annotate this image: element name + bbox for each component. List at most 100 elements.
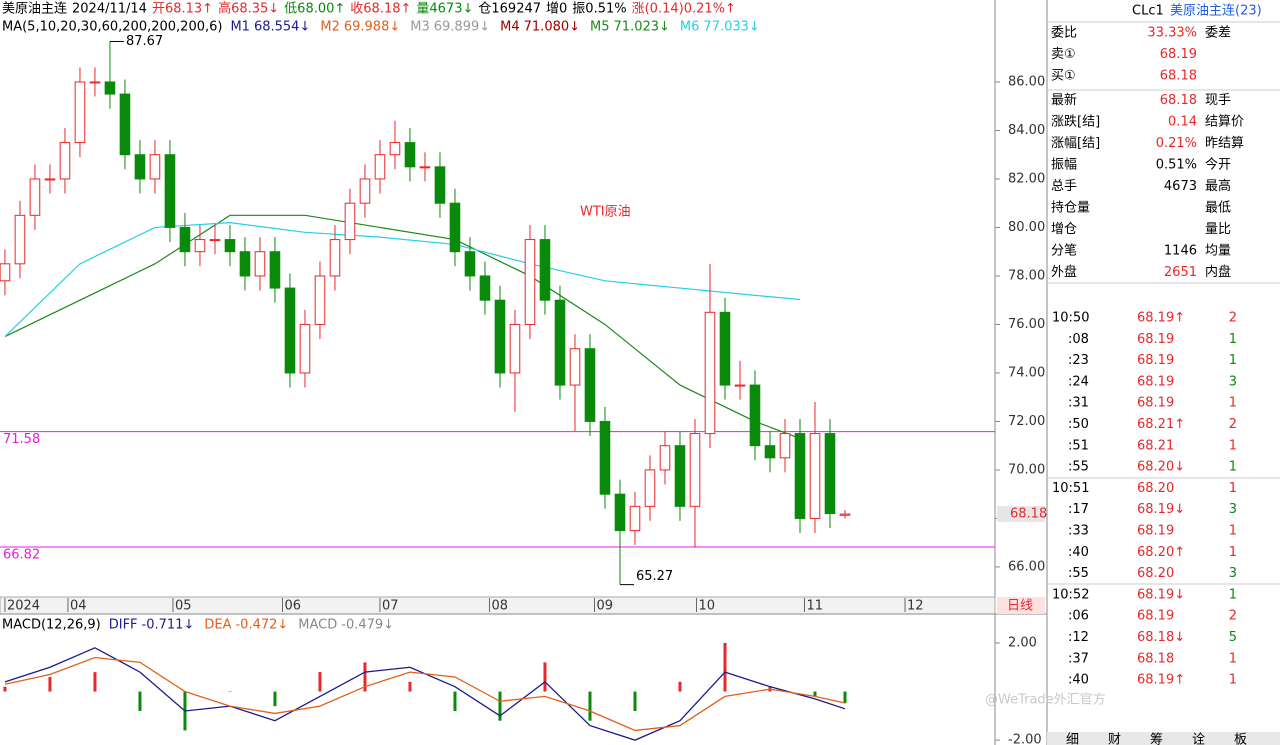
x-tick-label: 06 xyxy=(284,599,301,614)
candle-body xyxy=(629,505,641,532)
macd-bar xyxy=(408,681,412,692)
header-item: 收68.18↑ xyxy=(350,2,411,17)
x-tick-label: 2024 xyxy=(7,599,40,614)
tab[interactable]: 财 xyxy=(1108,733,1121,745)
candle-body xyxy=(104,81,116,95)
candle-body xyxy=(179,226,191,253)
macd-bar xyxy=(138,691,142,711)
ma-value: 68.554↓ xyxy=(254,20,310,35)
tab[interactable]: 板 xyxy=(1234,733,1247,745)
quote-label: 外盘 xyxy=(1051,264,1077,280)
candle-body xyxy=(719,311,731,386)
trade-volume: 1 xyxy=(1229,524,1237,539)
trade-time: :24 xyxy=(1068,374,1089,389)
macd-bar xyxy=(633,691,637,711)
macd-bar xyxy=(843,691,847,704)
quote-label2: 量比 xyxy=(1205,222,1231,237)
candle-body xyxy=(764,445,776,459)
tab[interactable]: 诠 xyxy=(1192,733,1205,745)
horizontal-line-label: 66.82 xyxy=(3,548,40,563)
trade-price: 68.19↓ xyxy=(1137,502,1185,517)
header-item: 低68.00↑ xyxy=(284,2,345,17)
candle-body xyxy=(524,239,536,325)
quote-label: 涨跌[结] xyxy=(1051,114,1100,130)
macd-bar xyxy=(453,691,457,711)
trade-time: :55 xyxy=(1068,566,1089,581)
period-box xyxy=(997,597,1045,614)
trade-volume: 1 xyxy=(1229,481,1237,496)
trade-volume: 3 xyxy=(1229,374,1237,389)
candle-body xyxy=(749,384,761,447)
period-label: 日线 xyxy=(1007,599,1033,614)
candle-body xyxy=(644,469,656,507)
header-item: 增0 xyxy=(546,2,567,17)
candle-body xyxy=(239,251,251,277)
candle-body xyxy=(284,287,296,374)
trade-price: 68.20 xyxy=(1137,481,1174,496)
header-item: 高68.35↓ xyxy=(218,1,279,17)
quote-label: 委比 xyxy=(1051,26,1077,41)
candle-body xyxy=(449,202,461,253)
macd-bar xyxy=(813,691,817,697)
y-tick-label: 78.00 xyxy=(1008,268,1045,283)
legend-value: -0.472↓ xyxy=(235,618,288,633)
candle-body xyxy=(554,299,566,386)
tab[interactable]: 筹 xyxy=(1150,732,1163,745)
legend-name: DIFF xyxy=(109,618,138,633)
trade-volume: 1 xyxy=(1229,353,1237,368)
macd-bar xyxy=(723,642,727,692)
macd-line xyxy=(4,656,846,732)
candle-body xyxy=(59,142,71,180)
trade-price: 68.19 xyxy=(1137,353,1174,368)
candle-body xyxy=(0,263,11,282)
candle-body xyxy=(734,384,746,387)
y-tick-label: 76.00 xyxy=(1008,317,1045,332)
candle-body xyxy=(389,142,401,156)
trade-price: 68.19↓ xyxy=(1137,587,1185,602)
candle-body xyxy=(494,299,506,374)
chart-annotation: WTI原油 xyxy=(580,205,631,220)
trade-time: :55 xyxy=(1068,460,1089,475)
candle-body xyxy=(224,239,236,253)
quote-value: 0.21% xyxy=(1156,136,1197,151)
candle-body xyxy=(269,251,281,289)
quote-label: 涨幅[结] xyxy=(1051,136,1100,151)
x-tick-label: 08 xyxy=(491,599,508,614)
quote-value: 0.51% xyxy=(1156,158,1197,173)
quote-value: 68.19 xyxy=(1160,47,1197,62)
quote-label2: 今开 xyxy=(1205,157,1231,173)
quote-value: 68.18 xyxy=(1160,93,1197,108)
ma-value: 71.023↓ xyxy=(614,20,670,35)
trade-volume: 1 xyxy=(1229,587,1237,602)
quote-code: CLc1 xyxy=(1132,4,1164,19)
quote-value: 1146 xyxy=(1164,244,1197,259)
tab-bar xyxy=(1047,732,1280,745)
quote-label2: 委差 xyxy=(1205,26,1231,41)
candle-body xyxy=(464,251,476,277)
candle-body xyxy=(479,275,491,301)
trade-volume: 1 xyxy=(1229,460,1237,475)
candle-body xyxy=(374,154,386,180)
macd-line xyxy=(4,647,846,741)
candle-body xyxy=(89,81,101,84)
trade-time: 10:52 xyxy=(1052,587,1089,602)
y-tick-label: 70.00 xyxy=(1008,462,1045,477)
candle-body xyxy=(584,348,596,422)
macd-bar xyxy=(93,672,97,692)
trade-volume: 1 xyxy=(1229,673,1237,688)
quote-label2: 最高 xyxy=(1205,178,1231,194)
ma-value: 71.080↓ xyxy=(524,20,580,35)
macd-bar xyxy=(228,691,232,693)
ma-name: M4 xyxy=(500,20,520,35)
trade-time: :08 xyxy=(1068,332,1089,347)
x-tick-label: 12 xyxy=(907,599,924,614)
trade-volume: 1 xyxy=(1229,332,1237,347)
trade-price: 68.18 xyxy=(1137,651,1174,666)
header-item: 美原油主连 xyxy=(2,1,67,17)
tab[interactable]: 细 xyxy=(1066,733,1079,745)
macd-bar xyxy=(273,691,277,707)
candle-body xyxy=(614,493,626,532)
macd-bar xyxy=(543,662,547,692)
